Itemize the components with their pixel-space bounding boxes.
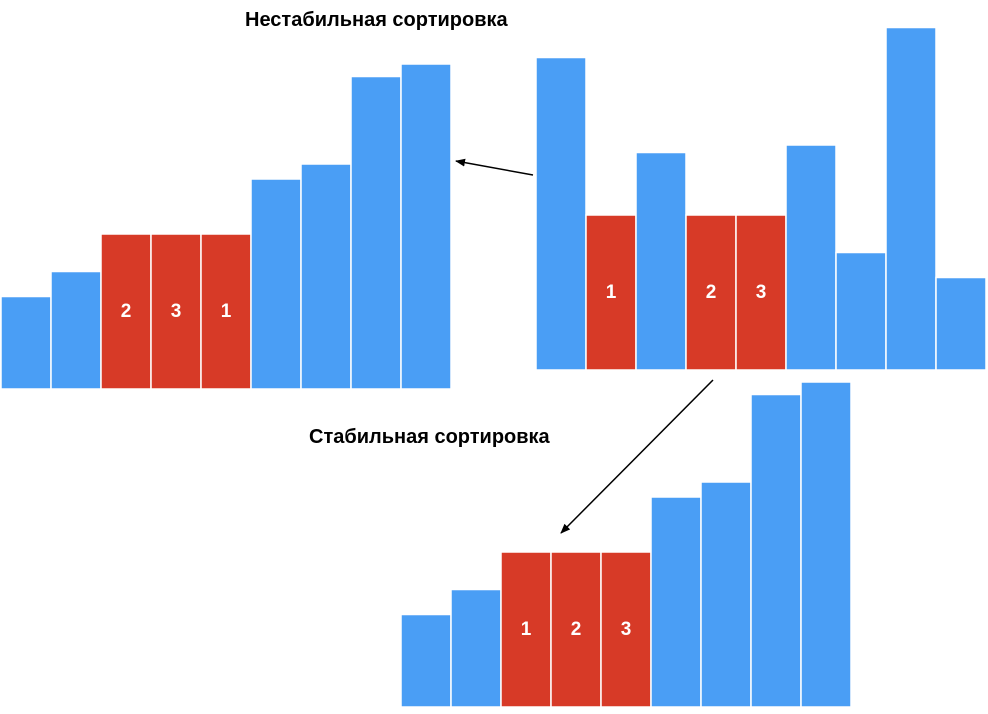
original-bar-1 — [535, 56, 587, 371]
unstable-result-bar-6 — [250, 178, 302, 390]
stable-result-bar-label-2: 2 — [571, 619, 582, 640]
unstable-result-bar-9 — [400, 63, 452, 390]
unstable-result-bar-5 — [200, 233, 252, 390]
arrow-to-stable — [560, 379, 714, 534]
unstable-result-bar-label-3: 3 — [171, 301, 182, 322]
stable-result-bar-label-3: 3 — [621, 619, 632, 640]
stable-result-bar-8 — [750, 393, 802, 708]
unstable-result-bar-1 — [0, 295, 52, 390]
original-bar-9 — [935, 276, 987, 371]
unstable-result-array: 2 3 1 — [0, 63, 452, 390]
arrow-to-unstable — [455, 158, 534, 176]
unstable-sort-caption: Нестабильная сортировка — [245, 9, 508, 31]
unstable-result-bar-7 — [300, 163, 352, 390]
original-bar-7 — [835, 251, 887, 371]
original-bar-4 — [685, 214, 737, 371]
stable-result-bar-2 — [450, 588, 502, 708]
original-bar-3 — [635, 151, 687, 371]
stable-result-bar-6 — [650, 496, 702, 708]
original-bar-6 — [785, 144, 837, 371]
stable-result-bar-7 — [700, 481, 752, 708]
stable-result-bar-3 — [500, 551, 552, 708]
stable-result-bar-label-1: 1 — [521, 619, 532, 640]
unstable-result-bar-4 — [150, 233, 202, 390]
original-bar-label-2: 2 — [706, 282, 717, 303]
original-bar-8 — [885, 26, 937, 371]
stable-result-bar-4 — [550, 551, 602, 708]
unstable-result-bar-label-2: 2 — [121, 301, 132, 322]
original-bar-2 — [585, 214, 637, 371]
original-array: 1 2 3 — [535, 26, 987, 371]
unstable-result-bar-label-1: 1 — [221, 301, 232, 322]
stable-result-bar-1 — [400, 613, 452, 708]
original-bar-5 — [735, 214, 787, 371]
stable-sort-caption: Стабильная сортировка — [309, 426, 550, 448]
unstable-result-bar-2 — [50, 270, 102, 390]
stable-result-array: 1 2 3 — [400, 381, 852, 708]
original-bar-label-1: 1 — [606, 282, 617, 303]
original-bar-label-3: 3 — [756, 282, 767, 303]
stable-result-bar-9 — [800, 381, 852, 708]
unstable-result-bar-8 — [350, 75, 402, 390]
